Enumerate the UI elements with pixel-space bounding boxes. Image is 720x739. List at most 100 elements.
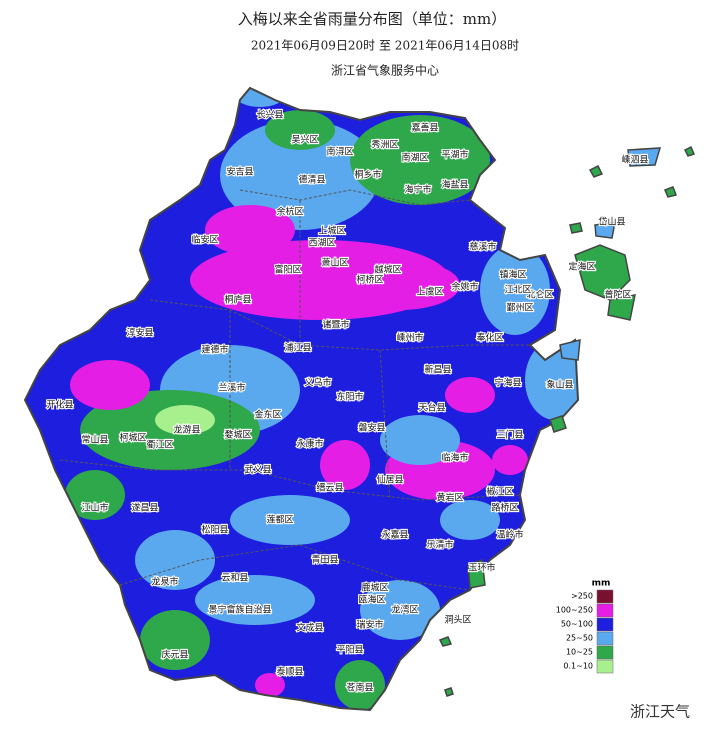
place-label: 宁海县 [494,377,521,389]
place-label: 建德市 [201,344,228,356]
place-label: 莲都区 [266,514,293,526]
place-label: 金东区 [254,409,281,421]
place-label: 泰顺县 [276,666,303,678]
place-label: 洞头区 [444,615,471,626]
place-label: 平阳县 [336,645,363,656]
place-label: 吴兴区 [291,135,318,146]
place-label: 浦江县 [284,342,311,354]
place-label: 淳安县 [126,327,153,339]
place-label: 江北区 [504,285,531,296]
title: 入梅以来全省雨量分布图（单位：mm） [238,10,506,28]
place-label: 三门县 [496,429,523,441]
place-label: 磐安县 [358,422,385,434]
place-label: 柯桥区 [356,274,383,286]
place-label: 景宁畲族自治县 [208,604,271,616]
place-label: 慈溪市 [469,241,496,253]
place-label: 嘉善县 [411,122,438,134]
place-label: 越城区 [374,264,401,276]
legend-label: 0.1~10 [563,662,593,671]
place-label: 临海市 [441,452,468,464]
place-label: 镇海区 [499,269,526,281]
place-label: 鄞州区 [506,302,533,314]
place-label: 瑞安市 [356,619,383,631]
place-label: 柯城区 [119,432,146,444]
legend-swatch [596,589,614,604]
place-label: 普陀区 [604,289,631,301]
place-label: 武义县 [244,464,271,476]
legend-swatch [596,631,614,646]
place-label: 南浔区 [326,146,353,158]
place-label: 乐清市 [426,539,453,551]
place-label: 安吉县 [226,166,253,178]
place-label: 兰溪市 [218,382,245,394]
place-label: 开化县 [46,399,73,411]
place-label: 苍南县 [346,682,373,694]
place-label: 南湖区 [401,152,428,164]
place-label: 文成县 [296,622,323,634]
place-label: 龙泉市 [151,576,178,588]
legend-label: 100~250 [556,606,593,615]
place-label: 缙云县 [316,482,343,494]
place-label: 永康市 [296,438,323,450]
place-label: 义乌市 [304,377,331,389]
place-label: 龙游县 [173,424,200,436]
place-label: 仙居县 [376,474,403,486]
place-label: 萧山区 [321,257,348,269]
legend-swatch [596,617,614,632]
place-label: 余姚市 [451,281,478,293]
place-label: 桐庐县 [224,294,251,306]
place-label: 定海区 [568,261,595,273]
place-label: 新昌县 [424,364,451,376]
place-label: 黄岩区 [436,492,463,504]
place-label: 岱山县 [598,216,625,228]
watermark: 浙江天气 [630,703,690,721]
legend-swatch [596,659,614,674]
legend-label: 10~25 [566,648,593,657]
legend: >250 100~250 50~100 25~50 10~25 0.1~10 [556,589,614,674]
period: 2021年06月09日20时 至 2021年06月14日08时 [251,39,519,53]
borders [59,189,530,591]
place-label: 遂昌县 [131,502,158,514]
place-label: 海宁市 [404,184,431,196]
place-label: 富阳区 [274,264,301,276]
place-label: 奉化区 [476,332,503,344]
place-label: 北仑区 [526,289,553,301]
place-label: 临安区 [191,234,218,246]
place-label: 上城区 [318,226,345,237]
islands [438,145,696,697]
place-label: 路桥区 [491,502,518,514]
place-label: 江山市 [81,502,108,514]
place-label: 平湖市 [441,149,468,161]
place-label: 椒江区 [486,486,513,498]
place-label: 长兴县 [256,109,283,121]
place-label: 松阳县 [201,524,228,536]
legend-label: 50~100 [561,620,593,629]
place-label: 秀洲区 [371,139,398,151]
place-label: 青田县 [311,554,338,566]
place-label: 庆元县 [161,649,188,661]
place-label: 嵊州市 [396,332,423,344]
place-label: 天台县 [418,402,445,414]
place-label: 永嘉县 [381,529,408,541]
place-label: 瓯海区 [358,594,385,606]
place-label: 衢江区 [146,439,173,451]
place-label: 诸暨市 [322,319,349,331]
legend-label: >250 [571,592,593,601]
place-label: 鹿城区 [361,582,388,594]
place-label: 云和县 [221,573,248,584]
legend-label: 25~50 [566,634,593,643]
place-label: 温岭市 [496,529,523,541]
legend-swatch [596,603,614,618]
place-label: 龙湾区 [391,604,418,616]
legend-swatch [596,645,614,660]
place-label: 上虞区 [416,286,443,298]
place-label: 玉环市 [468,562,495,574]
place-label: 象山县 [546,379,573,391]
agency: 浙江省气象服务中心 [331,63,439,78]
place-label: 婺城区 [224,430,251,441]
place-label: 余杭区 [276,206,303,218]
place-label: 海盐县 [441,179,468,191]
